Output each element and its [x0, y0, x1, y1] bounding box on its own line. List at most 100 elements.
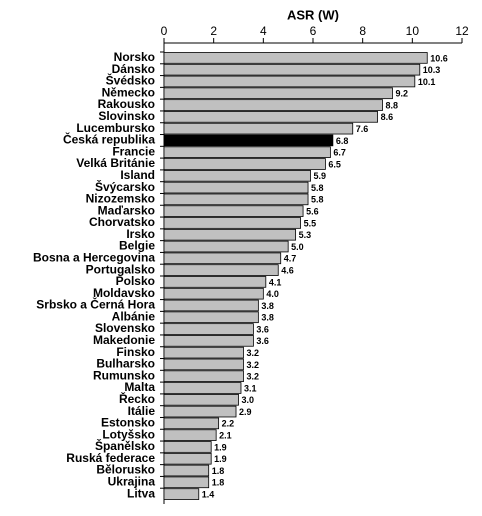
- bar: [163, 452, 212, 465]
- category-label: Portugalsko: [86, 262, 155, 276]
- value-label: 3.2: [246, 348, 259, 358]
- chart-title: ASR (W): [287, 7, 339, 22]
- value-label: 5.5: [304, 218, 317, 228]
- category-label: Belgie: [119, 239, 155, 253]
- category-label: Malta: [124, 380, 155, 394]
- bar: [163, 335, 254, 347]
- category-label: Albánie: [112, 309, 156, 323]
- bar: [163, 464, 210, 477]
- value-label: 4.1: [269, 277, 282, 287]
- category-label: Francie: [112, 144, 155, 158]
- category-label: Nizozemsko: [86, 192, 155, 206]
- bar: [163, 441, 212, 453]
- bar: [163, 63, 421, 76]
- bar: [163, 158, 326, 170]
- bar: [163, 228, 297, 241]
- category-label: Německo: [102, 85, 155, 99]
- category-label: Finsko: [116, 345, 155, 359]
- bar: [163, 370, 244, 383]
- value-label: 10.6: [430, 53, 448, 63]
- category-label: Itálie: [128, 404, 156, 418]
- category-label: Maďarsko: [98, 203, 155, 217]
- category-label: Makedonie: [93, 333, 155, 347]
- category-label: Irsko: [126, 227, 155, 241]
- bar: [163, 417, 220, 430]
- value-label: 2.1: [219, 431, 232, 441]
- category-label: Ukrajina: [108, 474, 156, 488]
- bar: [163, 276, 267, 288]
- x-tick-label: 6: [310, 24, 317, 38]
- bar: [163, 429, 217, 441]
- bar: [163, 264, 279, 276]
- category-label: Česká republika: [63, 132, 155, 147]
- bar: [163, 393, 239, 406]
- bar: [163, 181, 309, 194]
- category-label: Norsko: [114, 50, 155, 64]
- value-label: 3.8: [261, 313, 274, 323]
- bar: [163, 287, 264, 300]
- x-tick-label: 10: [406, 24, 420, 38]
- value-label: 1.8: [212, 466, 225, 476]
- category-label: Lucembursko: [76, 121, 155, 135]
- value-label: 4.6: [281, 265, 294, 275]
- value-label: 2.9: [239, 407, 252, 417]
- category-label: Bělorusko: [96, 463, 155, 477]
- category-label: Bulharsko: [96, 357, 155, 371]
- category-label: Chorvatsko: [89, 215, 155, 229]
- x-tick-label: 2: [210, 24, 217, 38]
- value-label: 5.6: [306, 207, 319, 217]
- bar: [163, 75, 416, 88]
- category-label: Švýcarsko: [95, 179, 155, 194]
- category-label: Dánsko: [112, 62, 155, 76]
- value-label: 4.0: [266, 289, 279, 299]
- category-label: Ruská federace: [66, 451, 155, 465]
- bar: [163, 240, 289, 253]
- bar: [163, 346, 244, 359]
- category-label: Srbsko a Černá Hora: [36, 297, 155, 312]
- bar: [163, 111, 378, 123]
- value-label: 5.8: [311, 195, 324, 205]
- bar: [163, 382, 242, 394]
- bar: [163, 405, 237, 418]
- value-label: 5.0: [291, 242, 304, 252]
- category-label: Lotyšsko: [102, 427, 155, 441]
- category-label: Španělsko: [95, 438, 155, 453]
- category-label: Velká Británie: [76, 156, 155, 170]
- value-label: 7.6: [356, 124, 369, 134]
- x-tick-label: 4: [260, 24, 267, 38]
- bar: [163, 323, 254, 335]
- bar: [163, 358, 244, 371]
- value-label: 6.5: [328, 159, 341, 169]
- bar: [163, 122, 354, 135]
- bar: [163, 476, 210, 489]
- bar: [163, 217, 301, 229]
- category-label: Slovensko: [95, 321, 155, 335]
- value-label: 6.7: [333, 148, 346, 158]
- bar: [163, 146, 331, 159]
- bar: [163, 99, 383, 111]
- value-label: 6.8: [336, 136, 349, 146]
- value-label: 3.6: [256, 324, 269, 334]
- value-label: 3.2: [246, 360, 259, 370]
- value-label: 8.8: [386, 100, 399, 110]
- category-label: Bosna a Hercegovina: [33, 250, 155, 264]
- bar: [163, 205, 304, 217]
- value-label: 3.2: [246, 372, 259, 382]
- x-tick-label: 12: [455, 24, 469, 38]
- category-label: Estonsko: [101, 416, 155, 430]
- value-label: 4.7: [284, 254, 297, 264]
- category-label: Švédsko: [106, 73, 155, 88]
- x-tick-label: 0: [161, 24, 168, 38]
- category-label: Moldavsko: [93, 286, 155, 300]
- value-label: 3.1: [244, 383, 257, 393]
- value-label: 9.2: [395, 89, 408, 99]
- bar: [163, 87, 393, 100]
- bar: [163, 52, 428, 64]
- value-label: 5.3: [299, 230, 312, 240]
- value-label: 10.1: [418, 77, 436, 87]
- bar: [163, 299, 259, 312]
- value-label: 8.6: [381, 112, 394, 122]
- value-label: 1.8: [212, 478, 225, 488]
